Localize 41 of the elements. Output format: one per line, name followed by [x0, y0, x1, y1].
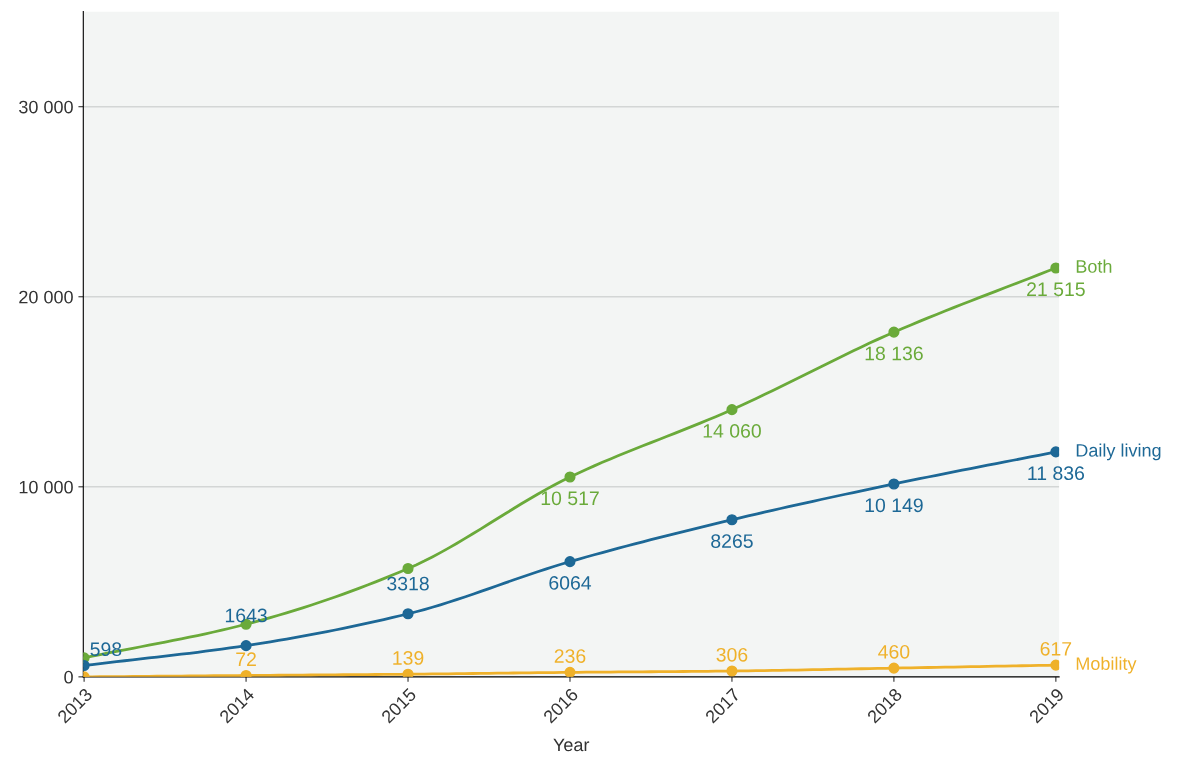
y-tick-label: 20 000 — [19, 290, 73, 304]
x-axis-title: Year — [553, 738, 590, 752]
data-label: 18 136 — [865, 346, 923, 361]
data-label: 10 517 — [541, 491, 599, 506]
data-label: 10 149 — [865, 498, 923, 513]
point — [402, 668, 414, 677]
data-label: 14 060 — [703, 424, 761, 438]
data-label: 3318 — [387, 576, 429, 591]
point — [240, 640, 252, 652]
data-label: 598 — [90, 642, 122, 657]
data-label: 139 — [393, 651, 424, 665]
point — [888, 662, 900, 674]
series-label: Both — [1076, 259, 1112, 273]
point — [888, 326, 900, 338]
data-label: 617 — [1040, 641, 1072, 656]
y-tick-label: 10 000 — [19, 480, 73, 494]
data-label: 460 — [878, 644, 910, 659]
point — [402, 608, 414, 620]
point — [726, 514, 738, 526]
data-label: 21 515 — [1027, 282, 1085, 297]
y-tick-label: 0 — [64, 670, 73, 684]
series-label: Mobility — [1076, 656, 1137, 674]
point — [888, 478, 900, 490]
data-label: 236 — [554, 649, 586, 663]
point — [564, 556, 576, 568]
data-label: 11 836 — [1028, 466, 1085, 481]
point — [1050, 262, 1060, 274]
point — [1050, 659, 1060, 671]
point — [726, 404, 738, 416]
point — [564, 666, 576, 677]
point — [1050, 446, 1060, 458]
data-label: 306 — [716, 647, 748, 662]
data-label: 6064 — [549, 576, 592, 590]
point — [564, 471, 576, 483]
point — [402, 562, 414, 575]
y-tick-label: 30 000 — [19, 100, 73, 114]
data-label: 1643 — [225, 608, 267, 623]
point — [726, 665, 738, 677]
data-label: 8265 — [711, 534, 753, 548]
series-label: Daily living — [1076, 443, 1161, 461]
data-label: 72 — [236, 652, 256, 666]
